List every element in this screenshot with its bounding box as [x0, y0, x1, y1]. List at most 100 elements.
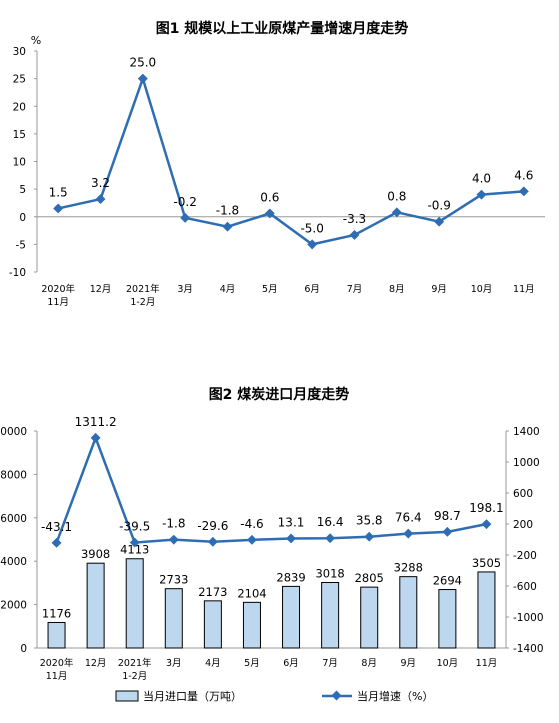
chart-2-growth-point: [51, 537, 62, 548]
chart-1-data-labels: 1.5 3.2 25.0 -0.2 -1.8 0.6 -5.0 -3.3 0.8 -0.9 4.0 4…: [49, 56, 534, 236]
chart-2-right-tick-label: -200: [513, 550, 537, 562]
chart-2-bar: [399, 576, 418, 649]
chart-2-growth-label: 16.4: [317, 515, 344, 529]
chart-1-y-tick-label: 25: [13, 74, 26, 86]
chart-2-growth-point: [286, 533, 296, 544]
chart-1-y-tick-label: 5: [19, 184, 26, 196]
chart-1-y-tick-label: 20: [13, 101, 26, 113]
chart-1-x-tick-label: 5月: [262, 284, 278, 295]
chart-2-growth-point: [442, 526, 453, 537]
chart-1-x-ticks: 2020年 11月 12月 2021年 1-2月 3月 4月 5月 6月 7月 8月 9月 10月 11月: [41, 283, 534, 308]
chart-1-point: [349, 230, 360, 240]
chart-2-growth-points: [51, 432, 492, 548]
chart-2-bar-label: 3018: [315, 567, 344, 581]
chart-1-point: [307, 239, 318, 250]
chart-2-growth-labels: -43.1 1311.2 -39.5 -1.8 -29.6 -4.6 13.1 16.4 35.…: [41, 415, 504, 534]
chart-1-point: [264, 208, 275, 219]
chart-2-growth-label: -39.5: [119, 520, 150, 534]
chart-2-growth-label: 198.1: [469, 501, 503, 515]
chart-2-bar-label: 1176: [42, 606, 71, 620]
chart-2-left-tick-label: 2000: [0, 600, 27, 612]
chart-2-bar: [86, 562, 105, 649]
chart-2-growth-label: -43.1: [41, 520, 72, 534]
chart-2-x-tick-label: 5月: [244, 658, 260, 669]
chart-2-growth-label: 76.4: [395, 511, 422, 525]
chart-2-x-tick-label: 9月: [401, 658, 417, 669]
chart-2-growth-label: 98.7: [434, 509, 461, 523]
chart-2-bar-label: 3288: [394, 561, 423, 575]
chart-1-series-line: [57, 74, 524, 246]
chart-1-data-label: 4.6: [514, 168, 533, 182]
chart-1-y-axis-unit: %: [31, 34, 41, 47]
chart-2-right-tick-label: -1400: [513, 643, 544, 655]
chart-2-bar: [47, 621, 66, 649]
chart-2-growth-point: [403, 528, 414, 539]
chart-1-point: [434, 216, 445, 227]
chart-2-left-tick-label: 4000: [0, 556, 27, 568]
chart-2-growth-point: [247, 534, 257, 545]
chart-1-data-label: 0.6: [260, 190, 279, 204]
chart-2-bar-label: 2694: [433, 574, 462, 588]
chart-2-x-tick-label: 2021年: [118, 657, 152, 669]
chart-2-right-tick-label: 1000: [513, 457, 540, 469]
chart-1-y-tick-label: 15: [13, 129, 26, 141]
chart-1-data-label: 0.8: [387, 189, 406, 203]
chart-1-point: [518, 186, 529, 197]
legend-bar-label: 当月进口量（万吨）: [143, 689, 242, 703]
chart-1-x-tick-label: 6月: [304, 284, 320, 295]
chart-2-bar: [438, 589, 457, 649]
chart-1-x-tick-label: 8月: [389, 284, 405, 295]
chart-2-bar-label: 4113: [120, 543, 149, 557]
chart-2-right-y-ticks: 1400 1000 600 200 -200 -600 -1000 -1400: [506, 426, 544, 655]
chart-2-growth-point: [90, 432, 101, 443]
chart-2-right-tick-label: 1400: [513, 426, 540, 438]
chart-2-left-tick-label: 6000: [0, 513, 27, 525]
chart-2-growth-label: -29.6: [197, 519, 228, 533]
chart-2-bar: [164, 588, 183, 649]
chart-2-growth-label: 13.1: [278, 515, 305, 529]
chart-1-point: [53, 203, 64, 214]
chart-2-bar: [282, 585, 301, 649]
chart-2-growth-line: [55, 434, 487, 544]
chart-2-bar-label: 2104: [237, 586, 266, 600]
chart-2-x-ticks: 2020年 11月 12月 2021年 1-2月 3月 4月 5月 6月 7月 8月 9月 10月 11月: [40, 657, 498, 682]
chart-2-x-tick-label: 6月: [283, 658, 299, 669]
chart-2-x-tick-label: 11月: [46, 671, 68, 682]
chart-1-x-tick-label: 2020年: [41, 283, 75, 295]
chart-2-x-tick-label: 4月: [205, 658, 221, 669]
chart-1-point: [476, 189, 487, 200]
chart-2-bar-labels: 1176 3908 4113 2733 2173 2104 2839 3018 2805 3288…: [42, 543, 501, 621]
chart-2-growth-label: -4.6: [240, 517, 263, 531]
chart-2-left-tick-label: 10000: [0, 426, 27, 438]
chart-1-x-tick-label: 2021年: [126, 283, 160, 295]
chart-2-right-tick-label: -1000: [513, 612, 544, 624]
chart-2-bar-label: 3908: [81, 547, 110, 561]
chart-2-growth-point: [325, 533, 336, 544]
chart-2-x-tick-label: 1-2月: [122, 671, 147, 682]
chart-2-bar: [321, 582, 340, 649]
chart-1-data-label: 4.0: [472, 172, 491, 186]
chart-1-data-label: 3.2: [91, 176, 110, 190]
legend-line-label: 当月增速（%）: [357, 689, 433, 703]
chart-1-x-tick-label: 11月: [47, 297, 69, 308]
chart-2-x-tick-label: 10月: [437, 658, 459, 669]
chart-1-production-growth: 图1 规模以上工业原煤产量增速月度走势 % 302520151050-5-10 …: [9, 20, 545, 308]
chart-1-data-label: 25.0: [129, 56, 156, 70]
chart-1-x-tick-label: 9月: [431, 284, 447, 295]
chart-2-bar-label: 2805: [355, 571, 384, 585]
chart-2-x-tick-label: 2020年: [40, 657, 74, 669]
chart-1-data-label: -1.8: [216, 204, 239, 218]
chart-2-right-tick-label: 600: [513, 488, 533, 500]
legend-bar-swatch: [115, 690, 139, 702]
chart-2-bar-label: 2839: [276, 570, 305, 584]
chart-2-x-tick-label: 3月: [166, 658, 182, 669]
chart-2-bar-label: 3505: [472, 556, 501, 570]
chart-2-right-tick-label: -600: [513, 581, 537, 593]
chart-1-point: [180, 212, 191, 223]
chart-1-x-tick-label: 3月: [177, 284, 193, 295]
chart-1-data-label: 1.5: [49, 185, 68, 199]
chart-1-y-tick-label: 30: [13, 46, 26, 58]
chart-2-bar: [360, 586, 379, 649]
chart-2-x-tick-label: 11月: [476, 658, 498, 669]
